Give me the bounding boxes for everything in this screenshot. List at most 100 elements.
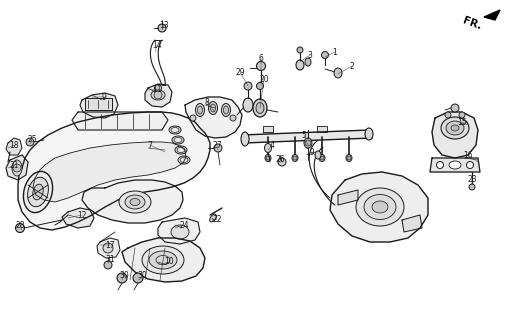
Ellipse shape — [210, 214, 216, 222]
Text: 30: 30 — [119, 270, 129, 279]
Ellipse shape — [243, 98, 253, 112]
Ellipse shape — [27, 177, 48, 207]
Text: 11: 11 — [152, 84, 162, 93]
Text: 28: 28 — [15, 220, 25, 229]
Text: 6: 6 — [259, 53, 264, 62]
Polygon shape — [484, 10, 500, 20]
Ellipse shape — [198, 106, 202, 114]
Ellipse shape — [171, 225, 189, 239]
Text: 29: 29 — [235, 68, 245, 76]
Polygon shape — [145, 84, 172, 107]
Ellipse shape — [178, 156, 190, 164]
Ellipse shape — [209, 101, 218, 115]
Text: 4: 4 — [270, 140, 275, 149]
Circle shape — [103, 243, 113, 253]
Polygon shape — [80, 93, 118, 118]
Polygon shape — [18, 112, 210, 230]
Circle shape — [266, 156, 270, 160]
Circle shape — [117, 273, 127, 283]
Ellipse shape — [304, 138, 312, 148]
Polygon shape — [263, 126, 273, 132]
Circle shape — [104, 261, 112, 269]
Ellipse shape — [441, 117, 469, 139]
Polygon shape — [402, 215, 422, 232]
Polygon shape — [242, 130, 372, 143]
Text: 5: 5 — [301, 131, 306, 140]
Text: 9: 9 — [102, 92, 106, 101]
Circle shape — [451, 104, 459, 112]
Text: 18: 18 — [9, 140, 19, 149]
Text: 13: 13 — [159, 20, 169, 29]
Circle shape — [154, 84, 161, 92]
Text: 23: 23 — [467, 174, 477, 183]
Ellipse shape — [315, 151, 321, 159]
Ellipse shape — [346, 155, 352, 162]
Ellipse shape — [364, 195, 396, 220]
Text: 19: 19 — [305, 148, 315, 156]
Circle shape — [133, 273, 143, 283]
Ellipse shape — [221, 103, 230, 116]
Text: 30: 30 — [137, 270, 147, 279]
Text: 12: 12 — [77, 211, 87, 220]
Text: 14: 14 — [152, 41, 162, 50]
Polygon shape — [6, 155, 28, 180]
Text: 31: 31 — [105, 254, 115, 263]
Text: 22: 22 — [212, 214, 222, 223]
Polygon shape — [85, 98, 112, 110]
Ellipse shape — [169, 126, 181, 134]
Ellipse shape — [223, 106, 229, 114]
Ellipse shape — [125, 195, 145, 209]
Ellipse shape — [305, 58, 311, 66]
Text: 27: 27 — [212, 140, 222, 149]
Circle shape — [154, 91, 162, 99]
Ellipse shape — [449, 161, 461, 169]
Text: 20: 20 — [259, 75, 269, 84]
Polygon shape — [72, 112, 168, 130]
Circle shape — [297, 47, 303, 53]
Text: 17: 17 — [105, 241, 115, 250]
Circle shape — [230, 115, 236, 121]
Circle shape — [347, 156, 351, 160]
Text: 15: 15 — [457, 117, 467, 126]
Ellipse shape — [278, 158, 286, 166]
Ellipse shape — [172, 136, 184, 144]
Text: 10: 10 — [164, 258, 174, 267]
Ellipse shape — [151, 90, 165, 100]
Polygon shape — [185, 97, 242, 138]
Text: 3: 3 — [308, 51, 313, 60]
Polygon shape — [33, 142, 186, 202]
Ellipse shape — [241, 132, 249, 146]
Ellipse shape — [372, 201, 388, 213]
Ellipse shape — [149, 251, 177, 269]
Ellipse shape — [446, 121, 464, 135]
Ellipse shape — [142, 246, 184, 274]
Circle shape — [13, 164, 21, 172]
Text: FR.: FR. — [461, 15, 483, 31]
Ellipse shape — [334, 68, 342, 78]
Ellipse shape — [356, 188, 404, 226]
Ellipse shape — [265, 155, 271, 162]
Polygon shape — [158, 218, 200, 244]
Circle shape — [436, 162, 444, 169]
Ellipse shape — [175, 146, 187, 154]
Polygon shape — [62, 208, 94, 228]
Ellipse shape — [365, 128, 373, 140]
Ellipse shape — [196, 103, 204, 116]
Circle shape — [466, 162, 473, 169]
Circle shape — [244, 82, 252, 90]
Ellipse shape — [296, 60, 304, 70]
Circle shape — [190, 115, 196, 121]
Circle shape — [459, 112, 465, 118]
Ellipse shape — [210, 104, 216, 112]
Polygon shape — [430, 158, 480, 172]
Ellipse shape — [292, 155, 298, 162]
Ellipse shape — [23, 172, 53, 212]
Circle shape — [320, 156, 324, 160]
Circle shape — [293, 156, 297, 160]
Text: 24: 24 — [179, 220, 189, 229]
Text: 1: 1 — [333, 47, 337, 57]
Circle shape — [15, 223, 24, 233]
Polygon shape — [330, 172, 428, 242]
Ellipse shape — [256, 102, 264, 114]
Text: 8: 8 — [204, 98, 209, 107]
